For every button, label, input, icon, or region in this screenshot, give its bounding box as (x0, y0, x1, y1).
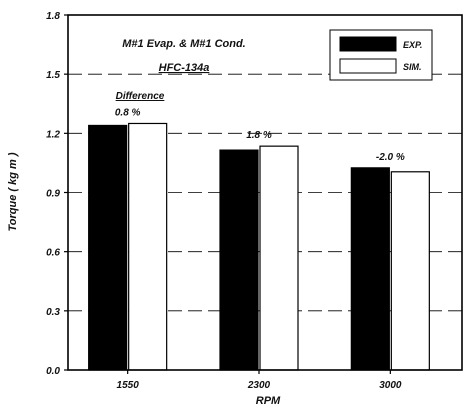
y-tick-label: 0.3 (46, 307, 60, 318)
bar-sim-1550 (128, 122, 168, 371)
legend-label-exp: EXP. (403, 40, 422, 50)
difference-label: 1.8 % (246, 130, 272, 141)
bar-exp-1550 (88, 124, 128, 371)
y-tick-label: 1.2 (46, 129, 60, 140)
bar-exp-3000 (350, 167, 390, 371)
x-axis-label: RPM (256, 395, 281, 407)
y-axis-label: Torque ( kg m ) (7, 152, 19, 231)
x-tick-label: 2300 (247, 380, 271, 391)
y-tick-labels: 0.0 0.3 0.6 0.9 1.2 1.5 1.8 (46, 11, 68, 377)
legend-swatch-sim (339, 58, 397, 74)
x-tick-labels: 1550 2300 3000 (117, 370, 402, 391)
chart-title: M#1 Evap. & M#1 Cond. (122, 38, 245, 50)
y-tick-label: 1.5 (46, 70, 60, 81)
legend-swatch-exp (339, 36, 397, 52)
y-tick-label: 0.6 (46, 248, 60, 259)
y-tick-label: 0.0 (46, 366, 60, 377)
bars-group (88, 122, 430, 371)
y-tick-label: 1.8 (46, 11, 60, 22)
legend: EXP. SIM. (329, 29, 433, 81)
difference-label: 0.8 % (115, 107, 141, 118)
difference-label: -2.0 % (376, 152, 405, 163)
bar-exp-2300 (219, 149, 259, 371)
difference-labels: 0.8 % 1.8 % -2.0 % (115, 107, 405, 162)
x-tick-label: 3000 (379, 380, 402, 391)
y-tick-label: 0.9 (46, 189, 60, 200)
bar-sim-2300 (259, 145, 299, 371)
bar-sim-3000 (390, 171, 430, 371)
chart-subtitle: HFC-134a (159, 62, 210, 74)
x-tick-label: 1550 (117, 380, 140, 391)
legend-label-sim: SIM. (403, 62, 422, 72)
difference-header: Difference (116, 91, 165, 102)
